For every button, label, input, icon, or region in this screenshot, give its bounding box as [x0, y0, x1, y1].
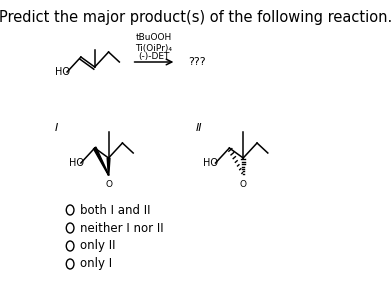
Polygon shape	[107, 158, 110, 175]
Text: neither I nor II: neither I nor II	[80, 222, 164, 234]
Text: HO: HO	[203, 158, 218, 168]
Text: I: I	[55, 123, 58, 133]
Text: both I and II: both I and II	[80, 203, 151, 216]
Text: ???: ???	[188, 57, 205, 67]
Text: O: O	[105, 180, 112, 189]
Text: tBuOOH: tBuOOH	[136, 33, 172, 43]
Text: only II: only II	[80, 240, 116, 253]
Polygon shape	[93, 147, 109, 175]
Text: HO: HO	[55, 67, 70, 77]
Text: HO: HO	[68, 158, 84, 168]
Text: Predict the major product(s) of the following reaction.: Predict the major product(s) of the foll…	[0, 10, 391, 25]
Text: II: II	[196, 123, 202, 133]
Text: O: O	[240, 180, 247, 189]
Text: (-)-DET: (-)-DET	[138, 53, 170, 61]
Text: only I: only I	[80, 257, 112, 271]
Text: Ti(OiPr)₄: Ti(OiPr)₄	[135, 43, 172, 53]
